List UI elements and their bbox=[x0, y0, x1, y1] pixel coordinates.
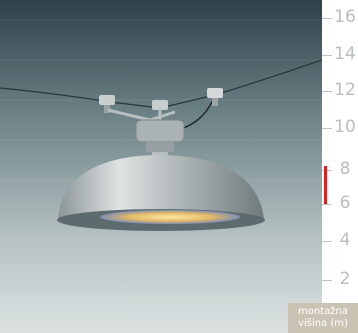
caption-line-1: montažna bbox=[288, 306, 358, 318]
lamp-body-top bbox=[136, 120, 184, 142]
scale-tick-16: 16 bbox=[332, 9, 358, 26]
caption-line-2: višina (m) bbox=[288, 318, 358, 330]
scale-tick-8: 8 bbox=[332, 161, 358, 178]
scale-tick-line-10 bbox=[322, 128, 332, 129]
scale-tick-4: 4 bbox=[332, 232, 358, 249]
scale-tick-14: 14 bbox=[332, 46, 358, 63]
scale-tick-line-12 bbox=[322, 91, 332, 92]
scale-unit-caption: montažna višina (m) bbox=[288, 303, 358, 333]
mounting-height-marker bbox=[324, 166, 327, 204]
scale-tick-line-2 bbox=[322, 280, 332, 281]
scale-tick-12: 12 bbox=[332, 82, 358, 99]
scale-tick-10: 10 bbox=[332, 119, 358, 136]
scale-tick-line-14 bbox=[322, 55, 332, 56]
scale-tick-line-6 bbox=[322, 204, 332, 205]
scale-tick-6: 6 bbox=[332, 195, 358, 212]
scale-tick-line-16 bbox=[322, 18, 332, 19]
lamp-photo bbox=[0, 0, 322, 333]
scale-tick-2: 2 bbox=[332, 271, 358, 288]
scale-tick-line-4 bbox=[322, 241, 332, 242]
lamp-light-source bbox=[100, 210, 240, 224]
